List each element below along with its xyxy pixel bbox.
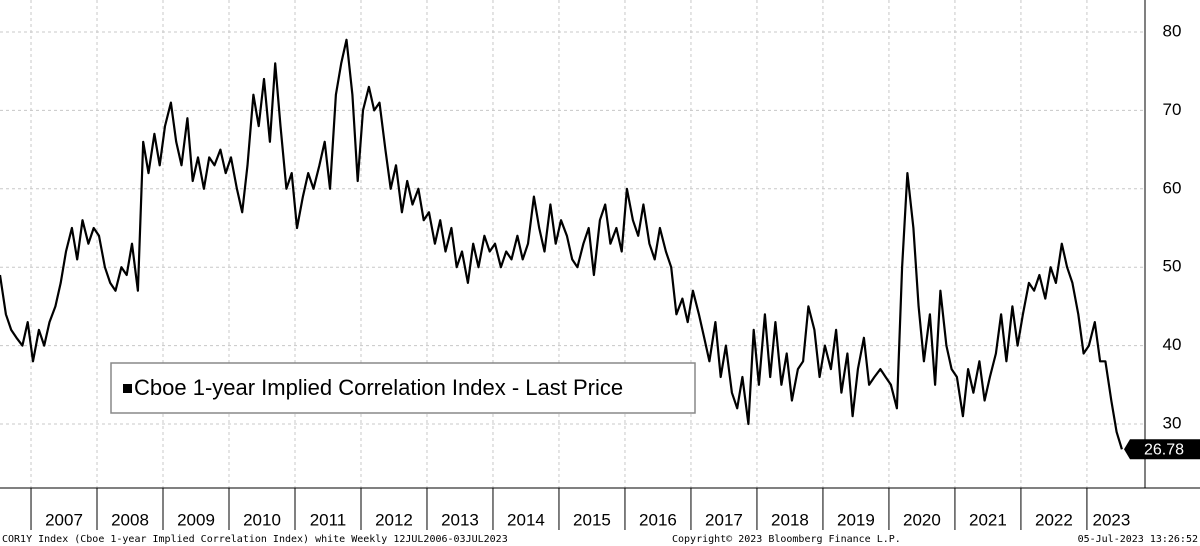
y-tick-label: 80 [1163,21,1182,40]
legend-marker [123,384,132,393]
x-tick-label: 2009 [177,510,215,529]
x-tick-label: 2020 [903,510,941,529]
x-tick-label: 2019 [837,510,875,529]
x-tick-label: 2015 [573,510,611,529]
y-tick-label: 40 [1163,335,1182,354]
y-tick-label: 60 [1163,178,1182,197]
x-tick-label: 2018 [771,510,809,529]
x-tick-label: 2011 [310,510,347,529]
x-tick-label: 2014 [507,510,545,529]
x-tick-label: 2021 [969,510,1007,529]
y-tick-label: 30 [1163,414,1182,433]
x-tick-label: 2008 [111,510,149,529]
legend-box [110,362,696,414]
x-tick-label: 2013 [441,510,479,529]
last-value-box [1124,439,1200,460]
x-tick-label: 2007 [45,510,83,529]
legend-label: Cboe 1-year Implied Correlation Index - … [134,375,623,400]
line-series [0,38,1123,450]
footer-left: COR1Y Index (Cboe 1-year Implied Correla… [2,534,508,545]
y-tick-label: 50 [1163,257,1182,276]
x-tick-label: 2022 [1035,510,1073,529]
x-tick-label: 2010 [243,510,281,529]
last-value-label: 26.78 [1144,441,1184,458]
x-tick-label: 2012 [375,510,413,529]
x-tick-label: 2017 [705,510,743,529]
x-tick-label: 2016 [639,510,677,529]
y-tick-label: 70 [1163,100,1182,119]
footer-right: 05-Jul-2023 13:26:52 [1078,534,1198,545]
footer-center: Copyright© 2023 Bloomberg Finance L.P. [672,534,901,545]
x-tick-label: 2023 [1092,510,1130,529]
